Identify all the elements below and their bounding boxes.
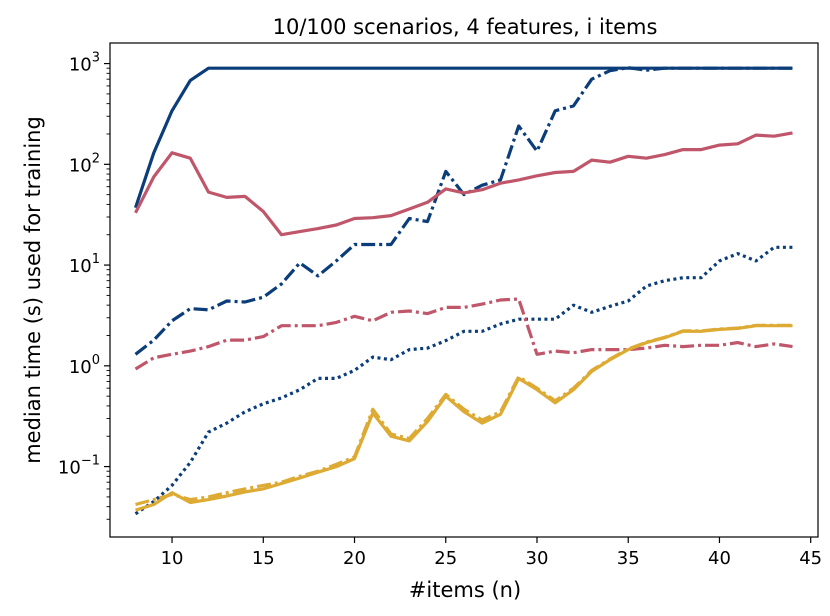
x-tick-label-20: 20 (343, 548, 366, 569)
series-line-6 (135, 324, 793, 512)
axes-layer: 10 15 20 25 30 35 40 45 10−1 100 101 102 103 (58, 42, 822, 569)
series-line-7 (135, 323, 793, 507)
y-tick-label-3: 102 (69, 151, 100, 176)
series-line-3 (134, 245, 793, 516)
y-tick-label-0: 10−1 (58, 454, 100, 479)
chart-title: 10/100 scenarios, 4 features, i items (273, 15, 658, 39)
y-tick-label-4: 103 (69, 51, 100, 76)
x-axis-label: #items (n) (409, 578, 521, 602)
y-axis-label: median time (s) used for training (21, 116, 45, 464)
series-line-2 (134, 66, 793, 356)
x-tick-label-30: 30 (526, 548, 549, 569)
x-tick-label-10: 10 (161, 548, 184, 569)
series-line-5 (134, 297, 793, 371)
y-tick-label-2: 101 (69, 252, 100, 277)
x-tick-label-40: 40 (708, 548, 731, 569)
x-tick-label-45: 45 (799, 548, 822, 569)
series-layer (133, 66, 793, 516)
x-tick-label-15: 15 (252, 548, 275, 569)
y-tick-label-1: 100 (69, 353, 100, 378)
series-line-1 (133, 66, 793, 209)
series-line-4 (134, 131, 793, 237)
x-tick-label-35: 35 (617, 548, 640, 569)
plot-frame (109, 42, 819, 538)
x-tick-label-25: 25 (434, 548, 457, 569)
